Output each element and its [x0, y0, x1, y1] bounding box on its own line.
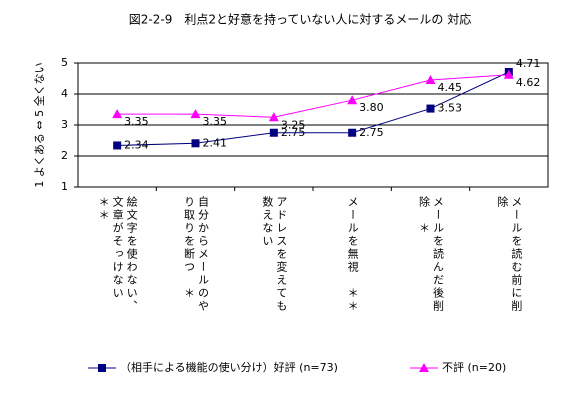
- point: [426, 104, 435, 113]
- data-label: 3.25: [281, 118, 306, 131]
- point: [269, 128, 278, 137]
- legend-label: （相手による機能の使い分け）好評 (n=73): [120, 360, 338, 374]
- point: [190, 109, 201, 119]
- point: [347, 95, 358, 105]
- point: [348, 128, 357, 137]
- data-label: 3.35: [124, 115, 148, 128]
- point: [112, 109, 123, 119]
- data-label: 4.71: [516, 57, 541, 70]
- legend-label: 不評 (n=20): [442, 360, 506, 374]
- x-tick-label: 自分からメールのやり取りを断つ ＊: [182, 196, 210, 313]
- series-line: [117, 74, 509, 118]
- x-tick-label: メールを読む前に削除: [495, 196, 523, 313]
- point: [419, 363, 429, 372]
- x-tick-label: メールを無視 ＊＊: [346, 196, 360, 313]
- y-tick-label: 2: [61, 149, 68, 162]
- point: [268, 112, 279, 122]
- chart-title: 図2-2-9 利点2と好意を持っていない人に対するメールの 対応: [129, 12, 471, 27]
- x-tick-label: 絵文字を使わない、文章がそっけない ＊＊: [97, 196, 139, 313]
- point: [503, 69, 514, 79]
- point: [191, 139, 200, 148]
- x-tick-label: アドレスを変えても数えない: [260, 196, 288, 313]
- point: [113, 141, 122, 150]
- data-label: 3.35: [203, 115, 228, 128]
- data-label: 4.45: [438, 81, 463, 94]
- y-tick-label: 1: [61, 180, 68, 193]
- data-label: 2.41: [203, 136, 228, 149]
- point: [425, 75, 436, 85]
- data-label: 2.75: [359, 126, 384, 139]
- point: [98, 364, 106, 372]
- y-tick-label: 4: [61, 87, 68, 100]
- series-line: [117, 71, 510, 146]
- data-label: 4.62: [516, 76, 541, 89]
- data-label: 2.34: [124, 138, 148, 151]
- data-label: 3.53: [438, 102, 463, 115]
- x-tick-label: メールを読んだ後削除 ＊: [417, 196, 445, 313]
- data-label: 2.75: [281, 126, 306, 139]
- y-tick-label: 3: [61, 118, 68, 131]
- y-axis-label: 1 よくある ⇔ 5 全くない: [32, 62, 46, 187]
- y-tick-label: 5: [61, 56, 68, 69]
- data-label: 3.80: [359, 101, 384, 114]
